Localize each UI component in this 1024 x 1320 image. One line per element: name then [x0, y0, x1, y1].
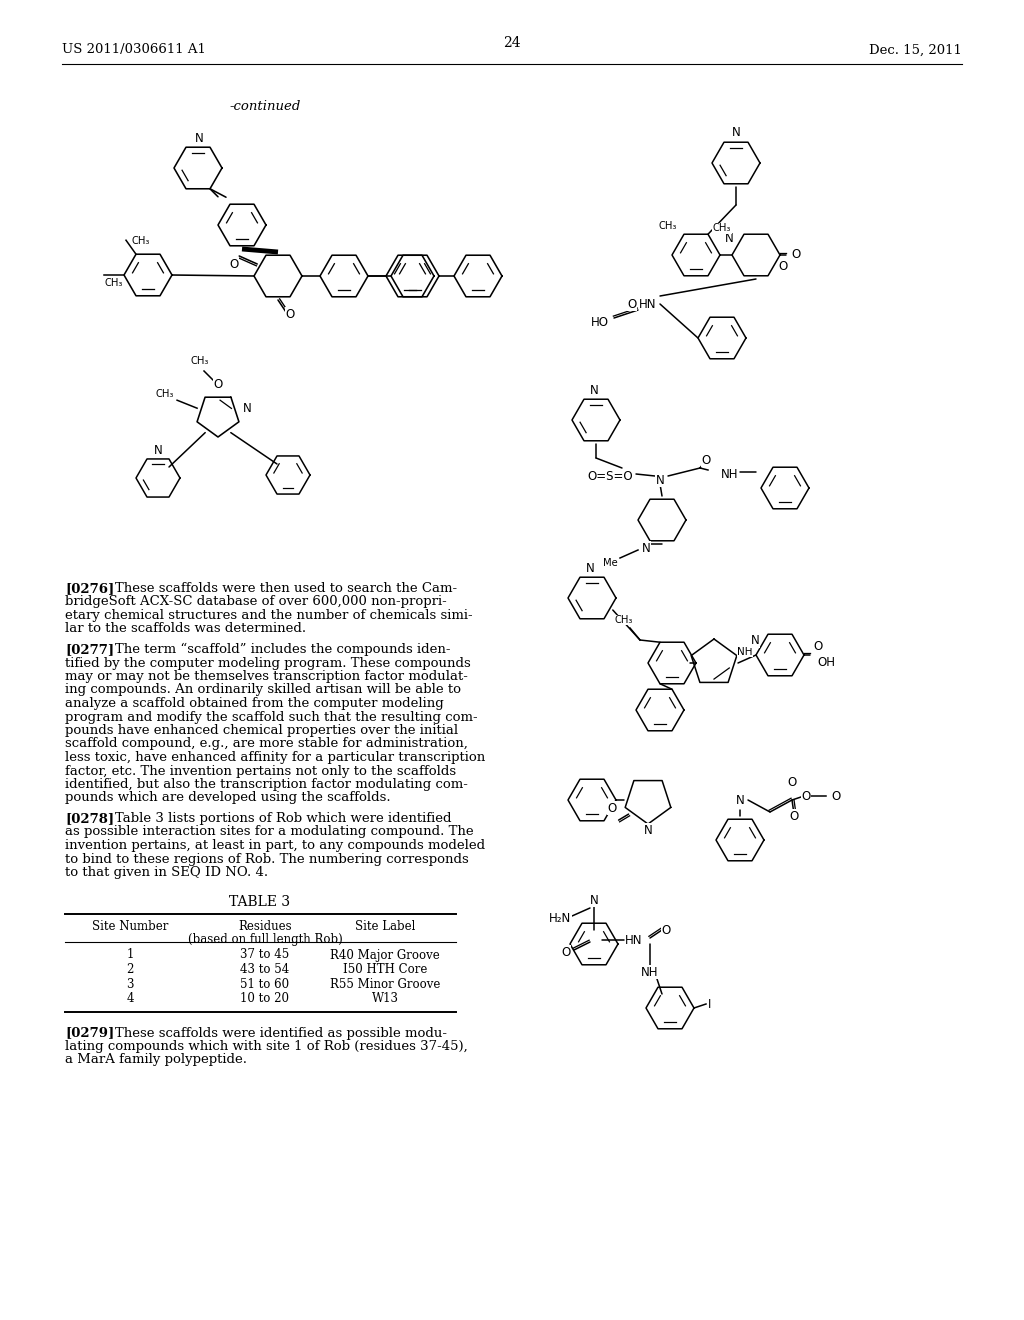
Text: NH: NH	[737, 647, 753, 656]
Text: 2: 2	[126, 964, 134, 975]
Text: CH₃: CH₃	[104, 279, 123, 288]
Text: Residues: Residues	[239, 920, 292, 933]
Text: O: O	[607, 801, 616, 814]
Text: H₂N: H₂N	[549, 912, 571, 924]
Text: pounds have enhanced chemical properties over the initial: pounds have enhanced chemical properties…	[65, 723, 458, 737]
Text: W13: W13	[372, 993, 398, 1005]
Text: lating compounds which with site 1 of Rob (residues 37-45),: lating compounds which with site 1 of Ro…	[65, 1040, 468, 1053]
Text: O: O	[802, 789, 811, 803]
Text: The term “scaffold” includes the compounds iden-: The term “scaffold” includes the compoun…	[115, 643, 451, 656]
Text: to bind to these regions of Rob. The numbering corresponds: to bind to these regions of Rob. The num…	[65, 853, 469, 866]
Text: Site Number: Site Number	[92, 920, 168, 933]
Text: These scaffolds were identified as possible modu-: These scaffolds were identified as possi…	[115, 1027, 447, 1040]
Text: pounds which are developed using the scaffolds.: pounds which are developed using the sca…	[65, 792, 390, 804]
Text: O: O	[229, 257, 239, 271]
Text: tified by the computer modeling program. These compounds: tified by the computer modeling program.…	[65, 656, 471, 669]
Text: program and modify the scaffold such that the resulting com-: program and modify the scaffold such tha…	[65, 710, 477, 723]
Text: [0276]: [0276]	[65, 582, 115, 595]
Text: CH₃: CH₃	[156, 389, 174, 399]
Text: N: N	[195, 132, 204, 145]
Text: lar to the scaffolds was determined.: lar to the scaffolds was determined.	[65, 623, 306, 635]
Text: N: N	[586, 561, 594, 574]
Text: 1: 1	[126, 949, 134, 961]
Text: I: I	[709, 998, 712, 1011]
Text: N: N	[642, 541, 650, 554]
Text: N: N	[590, 384, 598, 396]
Text: N: N	[243, 401, 251, 414]
Text: O: O	[662, 924, 671, 936]
Text: O: O	[628, 297, 637, 310]
Text: CH₃: CH₃	[713, 223, 731, 234]
Text: ing compounds. An ordinarily skilled artisan will be able to: ing compounds. An ordinarily skilled art…	[65, 684, 461, 697]
Text: 10 to 20: 10 to 20	[241, 993, 290, 1005]
Text: N: N	[731, 127, 740, 140]
Text: R40 Major Groove: R40 Major Groove	[330, 949, 440, 961]
Text: CH₃: CH₃	[190, 356, 209, 366]
Text: N: N	[590, 894, 598, 907]
Text: [0278]: [0278]	[65, 812, 114, 825]
Text: HO: HO	[591, 315, 609, 329]
Text: 3: 3	[126, 978, 134, 990]
Text: [0279]: [0279]	[65, 1027, 115, 1040]
Text: analyze a scaffold obtained from the computer modeling: analyze a scaffold obtained from the com…	[65, 697, 443, 710]
Text: invention pertains, at least in part, to any compounds modeled: invention pertains, at least in part, to…	[65, 840, 485, 851]
Text: 51 to 60: 51 to 60	[241, 978, 290, 990]
Text: O: O	[286, 308, 295, 321]
Text: Me: Me	[603, 558, 617, 568]
Text: O: O	[561, 945, 570, 958]
Text: may or may not be themselves transcription factor modulat-: may or may not be themselves transcripti…	[65, 671, 468, 682]
Text: O: O	[778, 260, 787, 273]
Text: OH: OH	[817, 656, 835, 669]
Text: N: N	[655, 474, 665, 487]
Text: HN: HN	[626, 933, 643, 946]
Text: TABLE 3: TABLE 3	[229, 895, 291, 909]
Text: O: O	[790, 809, 799, 822]
Text: 4: 4	[126, 993, 134, 1005]
Text: R55 Minor Groove: R55 Minor Groove	[330, 978, 440, 990]
Text: Table 3 lists portions of Rob which were identified: Table 3 lists portions of Rob which were…	[115, 812, 452, 825]
Text: O: O	[787, 776, 797, 788]
Text: N: N	[154, 444, 163, 457]
Text: I50 HTH Core: I50 HTH Core	[343, 964, 427, 975]
Text: etary chemical structures and the number of chemicals simi-: etary chemical structures and the number…	[65, 609, 473, 622]
Text: CH₃: CH₃	[658, 222, 677, 231]
Text: O: O	[792, 248, 801, 261]
Text: N: N	[735, 793, 744, 807]
Text: O: O	[813, 640, 822, 653]
Text: NH: NH	[721, 467, 738, 480]
Text: O=S=O: O=S=O	[587, 470, 633, 483]
Text: scaffold compound, e.g., are more stable for administration,: scaffold compound, e.g., are more stable…	[65, 738, 468, 751]
Text: 24: 24	[503, 36, 521, 50]
Text: less toxic, have enhanced affinity for a particular transcription: less toxic, have enhanced affinity for a…	[65, 751, 485, 764]
Text: identified, but also the transcription factor modulating com-: identified, but also the transcription f…	[65, 777, 468, 791]
Text: These scaffolds were then used to search the Cam-: These scaffolds were then used to search…	[115, 582, 457, 595]
Text: 37 to 45: 37 to 45	[241, 949, 290, 961]
Text: US 2011/0306611 A1: US 2011/0306611 A1	[62, 44, 206, 57]
Text: factor, etc. The invention pertains not only to the scaffolds: factor, etc. The invention pertains not …	[65, 764, 456, 777]
Text: a MarA family polypeptide.: a MarA family polypeptide.	[65, 1053, 247, 1067]
Text: CH₃: CH₃	[132, 236, 150, 246]
Text: as possible interaction sites for a modulating compound. The: as possible interaction sites for a modu…	[65, 825, 474, 838]
Text: NH: NH	[641, 965, 658, 978]
Text: O: O	[701, 454, 711, 466]
Text: CH₃: CH₃	[614, 615, 633, 624]
Text: Dec. 15, 2011: Dec. 15, 2011	[869, 44, 962, 57]
Text: bridgeSoft ACX-SC database of over 600,000 non-propri-: bridgeSoft ACX-SC database of over 600,0…	[65, 595, 446, 609]
Text: to that given in SEQ ID NO. 4.: to that given in SEQ ID NO. 4.	[65, 866, 268, 879]
Text: N: N	[725, 231, 733, 244]
Text: HN: HN	[639, 297, 656, 310]
Text: (based on full length Rob): (based on full length Rob)	[187, 932, 342, 945]
Text: -continued: -continued	[230, 100, 301, 114]
Text: O: O	[213, 379, 222, 392]
Text: O: O	[831, 789, 841, 803]
Text: N: N	[644, 824, 652, 837]
Text: Site Label: Site Label	[354, 920, 415, 933]
Text: N: N	[751, 635, 760, 648]
Text: 43 to 54: 43 to 54	[241, 964, 290, 975]
Text: [0277]: [0277]	[65, 643, 114, 656]
